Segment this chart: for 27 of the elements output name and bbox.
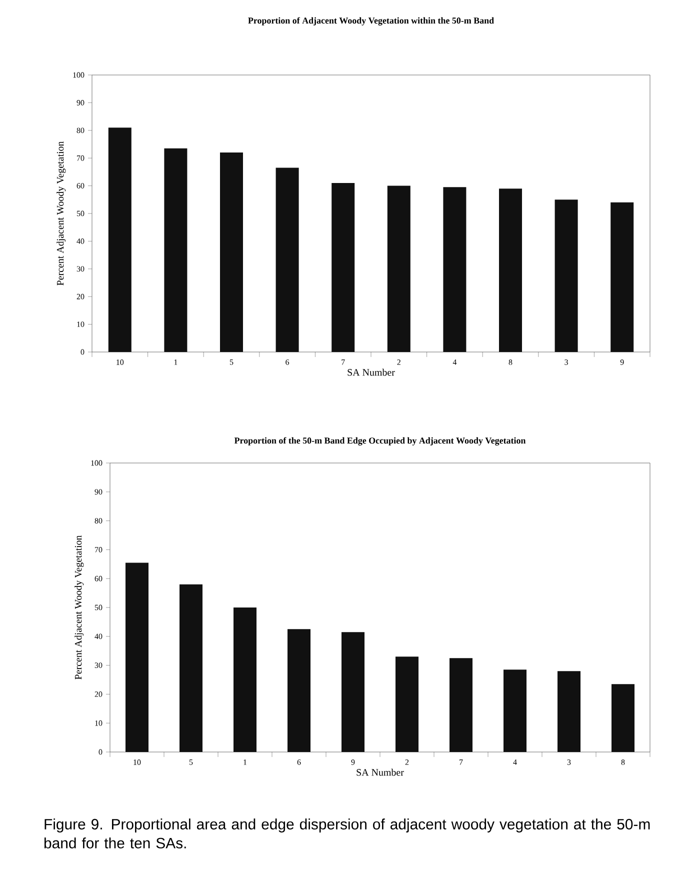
bar: [288, 629, 310, 752]
chart-title: Proportion of Adjacent Woody Vegetation within the 50-m Band: [248, 17, 494, 26]
bar: [499, 188, 522, 352]
bar: [126, 562, 148, 752]
x-axis-title: SA Number: [348, 368, 395, 376]
bar: [504, 670, 527, 752]
bar: [220, 152, 243, 352]
bar: [610, 202, 634, 352]
caption: Figure 9. Proportional area and edge dispersion of adjacent woody vegetation at the 50-m band for the ten SAs.: [44, 818, 650, 848]
bar: [342, 632, 365, 752]
bar: [558, 671, 581, 752]
bar: [612, 684, 635, 752]
bar: [234, 607, 256, 752]
y-axis-title: Percent Adjacent Woody Vegetation: [56, 141, 66, 286]
bar: [108, 128, 132, 352]
y-axis-title: Percent Adjacent Woody Vegetation: [74, 535, 84, 680]
bar: [332, 183, 355, 352]
bar: [180, 584, 202, 752]
bar: [164, 148, 188, 352]
bar: [276, 168, 299, 352]
chart-title: Proportion of the 50-m Band Edge Occupied by Adjacent Woody Vegetation: [234, 437, 526, 446]
bar: [387, 186, 410, 352]
bar: [443, 187, 466, 352]
x-axis-title: SA Number: [356, 768, 404, 776]
bar: [396, 656, 419, 752]
bar: [450, 658, 473, 752]
bar: [554, 200, 578, 352]
